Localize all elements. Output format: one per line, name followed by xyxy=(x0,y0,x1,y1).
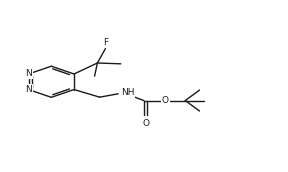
Text: O: O xyxy=(142,119,149,128)
Text: N: N xyxy=(25,69,32,78)
Text: F: F xyxy=(103,38,108,47)
Text: O: O xyxy=(162,96,169,105)
Text: NH: NH xyxy=(121,88,134,98)
Text: N: N xyxy=(25,85,32,94)
